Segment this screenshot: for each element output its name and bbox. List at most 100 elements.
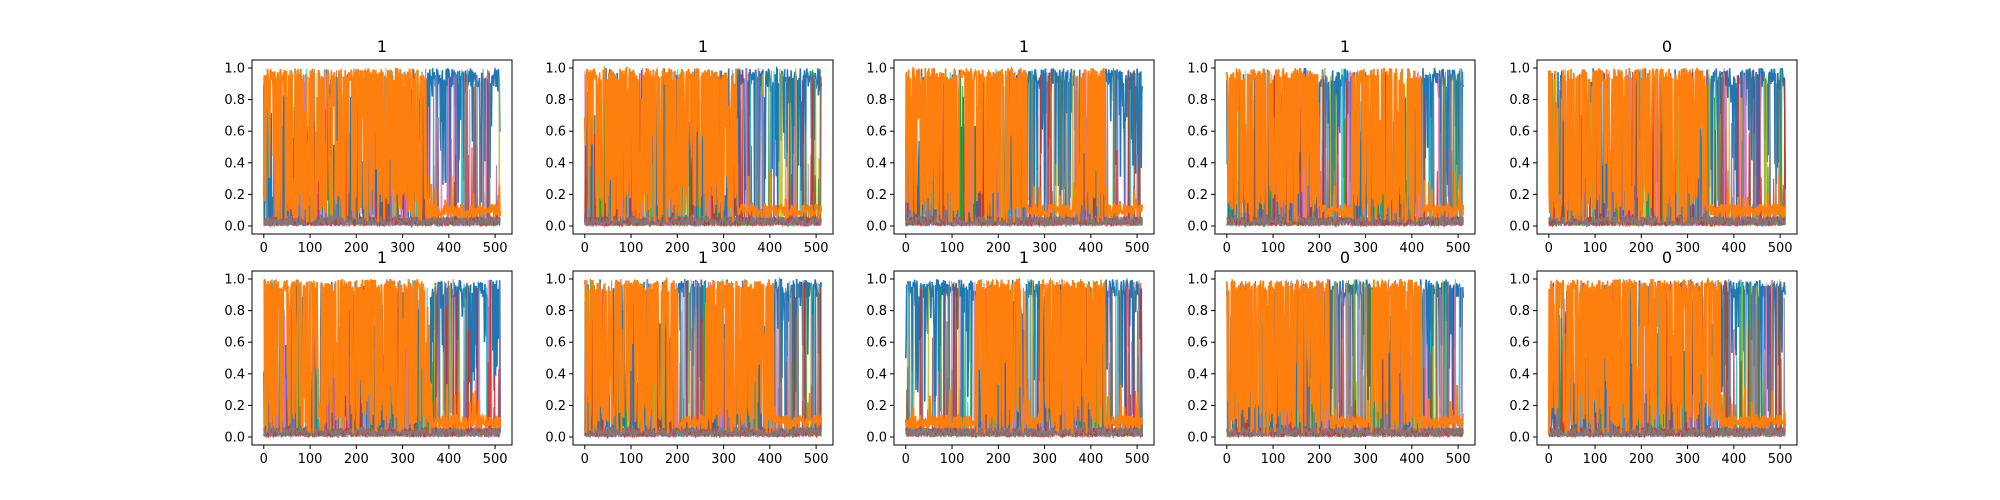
x-tick-label: 100	[1261, 241, 1286, 256]
y-tick-label: 0.2	[1187, 399, 1208, 414]
y-tick-label: 1.0	[545, 273, 566, 288]
x-tick-label: 200	[344, 452, 369, 467]
x-tick-label: 0	[260, 452, 268, 467]
subplot-3: 0 100 200 300 400 500 0.0 0.2 0.4 0.6 0.8 1.0 1	[866, 37, 1155, 256]
axes-frame	[251, 59, 513, 235]
series-line-minor-8	[905, 279, 1143, 439]
series-line-orange	[263, 278, 502, 434]
axes-frame	[251, 270, 513, 446]
x-tick-label: 400	[757, 452, 782, 467]
x-tick-label: 300	[1353, 452, 1378, 467]
y-tick-label: 0.4	[224, 156, 245, 171]
y-tick-label: 0.2	[1509, 399, 1530, 414]
y-tick-label: 0.6	[545, 125, 566, 140]
series-line-orange	[1547, 276, 1787, 435]
subplot-7: 0 100 200 300 400 500 0.0 0.2 0.4 0.6 0.8 1.0 1	[545, 248, 834, 467]
x-tick-label: 400	[1078, 241, 1103, 256]
x-tick-label: 100	[298, 452, 323, 467]
x-tick-label: 100	[619, 241, 644, 256]
x-tick-label: 400	[436, 452, 461, 467]
series-line-orange	[904, 276, 1144, 434]
series-line-minor-8	[263, 281, 501, 439]
y-tick-label: 0.2	[1187, 188, 1208, 203]
x-tick-label: 200	[986, 241, 1011, 256]
y-tick-label: 0.6	[1187, 125, 1208, 140]
x-tick-label: 200	[1307, 452, 1332, 467]
x-tick-label: 100	[1583, 241, 1608, 256]
y-tick-label: 0.2	[224, 399, 245, 414]
subplot-6: 0 100 200 300 400 500 0.0 0.2 0.4 0.6 0.8 1.0 1	[224, 248, 513, 467]
x-tick-label: 500	[1768, 241, 1793, 256]
series-line-orange	[1547, 67, 1787, 223]
y-tick-label: 0.4	[545, 367, 566, 382]
x-tick-label: 0	[1545, 452, 1553, 467]
subplot-title: 0	[1662, 37, 1672, 56]
subplot-title: 1	[1340, 37, 1350, 56]
y-tick-label: 0.4	[866, 367, 887, 382]
x-tick-label: 300	[1675, 452, 1700, 467]
series-line-minor-8	[263, 68, 501, 228]
x-tick-label: 300	[1353, 241, 1378, 256]
x-tick-label: 200	[1307, 241, 1332, 256]
y-tick-label: 0.4	[866, 156, 887, 171]
y-tick-label: 0.8	[1509, 93, 1530, 108]
subplot-5: 0 100 200 300 400 500 0.0 0.2 0.4 0.6 0.8 1.0 0	[1509, 37, 1798, 256]
x-tick-label: 100	[1261, 452, 1286, 467]
y-tick-label: 0.8	[1187, 304, 1208, 319]
x-tick-label: 300	[711, 452, 736, 467]
series-line-orange	[1225, 67, 1465, 223]
y-tick-label: 0.8	[224, 304, 245, 319]
y-tick-label: 0.0	[1509, 431, 1530, 446]
y-tick-label: 0.2	[545, 399, 566, 414]
subplot-1: 0 100 200 300 400 500 0.0 0.2 0.4 0.6 0.8 1.0 1	[224, 37, 513, 256]
series-line-orange	[583, 65, 823, 223]
y-tick-label: 0.6	[545, 336, 566, 351]
x-tick-label: 300	[390, 241, 415, 256]
y-tick-label: 0.6	[224, 125, 245, 140]
x-tick-label: 0	[581, 452, 589, 467]
series-line-minor-8	[1548, 71, 1786, 228]
subplot-title: 1	[377, 248, 387, 267]
y-tick-label: 0.6	[1509, 336, 1530, 351]
series-line-orange	[262, 67, 502, 223]
y-tick-label: 0.8	[866, 93, 887, 108]
y-tick-label: 0.2	[224, 188, 245, 203]
y-tick-label: 1.0	[224, 62, 245, 77]
subplot-title: 1	[1019, 248, 1029, 267]
x-tick-label: 200	[1629, 241, 1654, 256]
series-line-minor-8	[584, 279, 822, 439]
y-tick-label: 0.8	[866, 304, 887, 319]
x-tick-label: 0	[581, 241, 589, 256]
axes-frame	[1536, 270, 1798, 446]
y-tick-label: 0.2	[1509, 188, 1530, 203]
axes-frame	[1214, 59, 1476, 235]
x-tick-label: 200	[986, 452, 1011, 467]
axes-frame	[893, 59, 1155, 235]
x-tick-label: 500	[483, 241, 508, 256]
x-tick-label: 500	[804, 452, 829, 467]
x-tick-label: 500	[1446, 452, 1471, 467]
subplot-title: 1	[1019, 37, 1029, 56]
y-tick-label: 0.6	[1509, 125, 1530, 140]
x-tick-label: 400	[1399, 241, 1424, 256]
x-tick-label: 400	[1721, 241, 1746, 256]
y-tick-label: 0.0	[1187, 220, 1208, 235]
x-tick-label: 500	[1125, 452, 1150, 467]
x-tick-label: 500	[1446, 241, 1471, 256]
subplot-8: 0 100 200 300 400 500 0.0 0.2 0.4 0.6 0.8 1.0 1	[866, 248, 1155, 467]
x-tick-label: 0	[1223, 452, 1231, 467]
y-tick-label: 0.0	[224, 220, 245, 235]
y-tick-label: 0.6	[1187, 336, 1208, 351]
x-tick-label: 300	[1675, 241, 1700, 256]
y-tick-label: 1.0	[1509, 273, 1530, 288]
y-tick-label: 0.2	[866, 188, 887, 203]
subplot-title: 0	[1662, 248, 1672, 267]
x-tick-label: 500	[1768, 452, 1793, 467]
x-tick-label: 100	[1583, 452, 1608, 467]
y-tick-label: 1.0	[866, 273, 887, 288]
axes-frame	[1214, 270, 1476, 446]
axes-frame	[893, 270, 1155, 446]
y-tick-label: 0.0	[545, 220, 566, 235]
x-tick-label: 400	[436, 241, 461, 256]
